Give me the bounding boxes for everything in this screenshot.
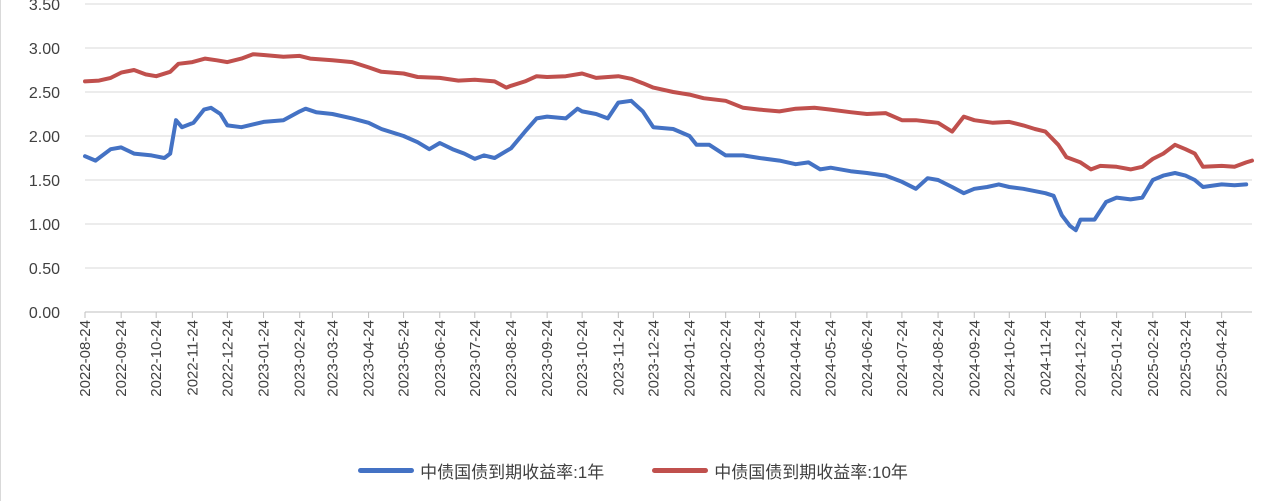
series-line-1y (83, 98, 1249, 233)
x-tick-label: 2023-01-24 (256, 320, 273, 397)
x-tick-label: 2023-02-24 (292, 320, 309, 397)
legend: 中债国债到期收益率:1年 中债国债到期收益率:10年 (0, 456, 1266, 484)
x-tick-label: 2022-10-24 (148, 320, 165, 397)
x-tick-label: 2023-10-24 (574, 320, 591, 397)
y-tick-label: 1.00 (29, 217, 60, 234)
x-tick-label: 2023-12-24 (645, 320, 662, 397)
y-tick-label: 2.00 (29, 129, 60, 146)
x-tick-label: 2023-07-24 (467, 320, 484, 397)
line-chart: 0.00 0.50 1.00 1.50 2.00 2.50 3.00 3.50 2022-08… (29, 0, 1254, 397)
x-tick-label: 2024-01-24 (682, 320, 699, 397)
x-tick-label: 2024-12-24 (1072, 320, 1089, 397)
y-tick-label: 1.50 (29, 173, 60, 190)
series-lines (83, 52, 1254, 233)
x-tick-label: 2023-09-24 (539, 320, 556, 397)
x-tick-label: 2023-04-24 (361, 320, 378, 397)
x-tick-label: 2022-08-24 (77, 320, 94, 397)
frame-border (0, 0, 1, 501)
x-tick-label: 2025-03-24 (1177, 320, 1194, 397)
y-tick-label: 2.50 (29, 85, 60, 102)
x-tick-label: 2023-05-24 (396, 320, 413, 397)
x-tick-label: 2024-05-24 (823, 320, 840, 397)
x-tick-label: 2024-10-24 (1001, 320, 1018, 397)
x-tick-label: 2025-01-24 (1109, 320, 1126, 397)
x-tick-label: 2024-08-24 (930, 320, 947, 397)
y-tick-label: 0.00 (29, 305, 60, 322)
x-tick-label: 2024-09-24 (966, 320, 983, 397)
legend-label-1y: 中债国债到期收益率:1年 (420, 462, 605, 482)
x-tick-label: 2025-02-24 (1145, 320, 1162, 397)
x-tick-label: 2024-03-24 (752, 320, 769, 397)
x-tick-label: 2024-04-24 (788, 320, 805, 397)
y-tick-label: 0.50 (29, 261, 60, 278)
series-line-10y (83, 52, 1254, 172)
x-axis: 2022-08-24 2022-09-24 2022-10-24 2022-11-24… (77, 311, 1252, 397)
legend-label-10y: 中债国债到期收益率:10年 (714, 462, 908, 482)
y-axis: 0.00 0.50 1.00 1.50 2.00 2.50 3.00 3.50 (29, 0, 60, 322)
x-tick-label: 2023-11-24 (610, 320, 627, 396)
x-tick-label: 2023-06-24 (432, 320, 449, 397)
x-tick-label: 2024-02-24 (718, 320, 735, 397)
y-tick-label: 3.00 (29, 41, 60, 58)
legend-swatch-10y (652, 467, 709, 473)
x-tick-label: 2022-11-24 (184, 320, 201, 396)
legend-item-10y: 中债国债到期收益率:10年 (652, 458, 908, 483)
x-tick-label: 2024-07-24 (894, 320, 911, 397)
x-tick-label: 2022-09-24 (113, 320, 130, 397)
legend-swatch-1y (358, 467, 415, 473)
x-tick-label: 2025-04-24 (1214, 320, 1231, 397)
x-tick-label: 2023-03-24 (324, 320, 341, 397)
y-tick-label: 3.50 (29, 0, 60, 14)
x-tick-label: 2024-06-24 (859, 320, 876, 397)
legend-item-1y: 中债国债到期收益率:1年 (358, 458, 604, 483)
x-tick-label: 2023-08-24 (503, 320, 520, 397)
x-tick-label: 2022-12-24 (219, 320, 236, 397)
x-tick-label: 2024-11-24 (1037, 320, 1054, 396)
